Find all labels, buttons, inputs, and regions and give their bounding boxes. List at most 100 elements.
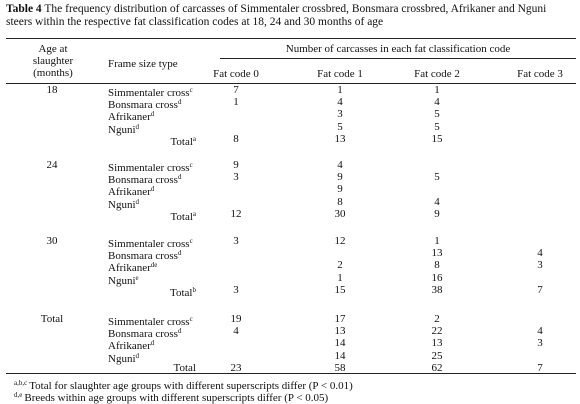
row-label: Totalb	[170, 284, 196, 299]
footnote: d,e Breeds within age groups with differe…	[14, 389, 328, 404]
row-label-text: Afrikaner	[108, 111, 151, 124]
row-label-text: Bonsmara cross	[108, 174, 178, 187]
row-label-sup: d	[177, 98, 182, 107]
count-cell: 3	[537, 337, 543, 350]
count-cell: 5	[337, 120, 343, 133]
count-cell: 5	[434, 171, 440, 184]
fat-code-header: Fat code 3	[517, 68, 563, 80]
row-label-text: Nguni	[108, 352, 136, 365]
row-label: Ngunie	[108, 272, 139, 287]
row-label: Simmentaler crossc	[108, 313, 193, 328]
count-cell: 13	[431, 337, 443, 350]
bottom-rule	[6, 373, 576, 374]
count-cell: 9	[337, 171, 343, 184]
row-label: Afrikanerd	[108, 337, 154, 352]
row-label-text: Total	[170, 135, 193, 148]
count-cell: 22	[431, 325, 443, 338]
row-label: Bonsmara crossd	[108, 171, 181, 186]
row-label-sup: b	[192, 285, 197, 294]
header-rule	[6, 83, 576, 84]
frame-header: Frame size type	[108, 58, 178, 70]
count-cell: 9	[233, 159, 239, 171]
row-label-sup: c	[189, 86, 193, 94]
count-cell: 38	[431, 283, 443, 296]
row-label-text: Simmentaler cross	[108, 238, 190, 250]
count-cell: 13	[334, 325, 346, 338]
count-cell: 13	[334, 132, 346, 145]
row-label-text: Bonsmara cross	[108, 99, 178, 112]
count-cell: 4	[434, 195, 440, 208]
count-cell: 15	[334, 283, 346, 296]
fat-code-header: Fat code 0	[213, 68, 259, 80]
footnote-text: Total for slaughter age groups with diff…	[29, 380, 353, 392]
row-label-sup: a	[192, 134, 196, 143]
count-cell: 14	[334, 337, 346, 350]
count-cell: 15	[431, 132, 443, 145]
count-cell: 14	[334, 349, 346, 362]
row-label-text: Total	[170, 210, 193, 223]
count-cell: 9	[337, 183, 343, 196]
group-rule	[220, 58, 576, 59]
age-cell: 18	[46, 84, 58, 96]
footnote-sup: a,b,c	[14, 379, 28, 387]
row-label-sup: d	[135, 197, 140, 206]
count-cell: 7	[233, 84, 239, 96]
group-header: Number of carcasses in each fat classifi…	[285, 43, 511, 55]
caption-text: The frequency distribution of carcasses …	[6, 3, 547, 28]
row-label: Totala	[170, 133, 196, 148]
row-label-text: Total	[170, 286, 193, 299]
count-cell: 2	[337, 259, 343, 272]
count-cell: 7	[537, 361, 543, 374]
row-label-sup: c	[189, 161, 193, 169]
age-cell: 30	[46, 235, 58, 247]
row-label-text: Simmentaler cross	[108, 162, 190, 174]
count-cell: 4	[434, 96, 440, 109]
count-cell: 7	[537, 283, 543, 296]
row-label-text: Bonsmara cross	[108, 328, 178, 341]
row-label: Total	[174, 362, 196, 374]
row-label-sup: a	[192, 209, 196, 218]
row-label-sup: d	[150, 185, 155, 194]
count-cell: 58	[334, 361, 346, 374]
footnote: a,b,c Total for slaughter age groups with…	[14, 377, 353, 392]
count-cell: 23	[230, 361, 242, 374]
count-cell: 3	[233, 171, 239, 184]
caption: Table 4 The frequency distribution of ca…	[6, 3, 574, 29]
count-cell: 19	[230, 313, 242, 325]
count-cell: 4	[537, 325, 543, 338]
count-cell: 1	[434, 84, 440, 96]
row-label: Bonsmara crossd	[108, 96, 181, 111]
row-label-sup: d	[135, 122, 140, 131]
count-cell: 3	[233, 283, 239, 296]
row-label: Afrikanerd	[108, 183, 154, 198]
count-cell: 4	[233, 325, 239, 338]
top-rule	[6, 38, 576, 39]
row-label-text: Afrikaner	[108, 262, 151, 275]
count-cell: 12	[230, 207, 242, 220]
count-cell: 8	[434, 259, 440, 272]
row-label-sup: d	[177, 173, 182, 182]
count-cell: 4	[337, 159, 343, 171]
count-cell: 9	[434, 207, 440, 220]
caption-label: Table 4	[6, 3, 42, 15]
footnote-sup: d,e	[14, 391, 23, 399]
row-label: Totala	[170, 208, 196, 223]
count-cell: 1	[434, 235, 440, 247]
count-cell: 4	[537, 247, 543, 260]
row-label: Afrikanerd	[108, 108, 154, 123]
count-cell: 2	[434, 313, 440, 325]
row-label-text: Simmentaler cross	[108, 87, 190, 99]
row-label-sup: c	[189, 237, 193, 245]
row-label-text: Afrikaner	[108, 186, 151, 199]
row-label: Bonsmara crossd	[108, 325, 181, 340]
row-label-sup: c	[189, 315, 193, 323]
count-cell: 3	[537, 259, 543, 272]
age-header: Age at slaughter (months)	[32, 43, 74, 79]
count-cell: 16	[431, 271, 443, 284]
row-label-text: Afrikaner	[108, 340, 151, 353]
row-label-sup: d	[177, 249, 182, 258]
row-label: Ngunid	[108, 350, 139, 365]
age-cell: Total	[40, 313, 64, 325]
footnote-text: Breeds within age groups with different …	[24, 392, 329, 404]
